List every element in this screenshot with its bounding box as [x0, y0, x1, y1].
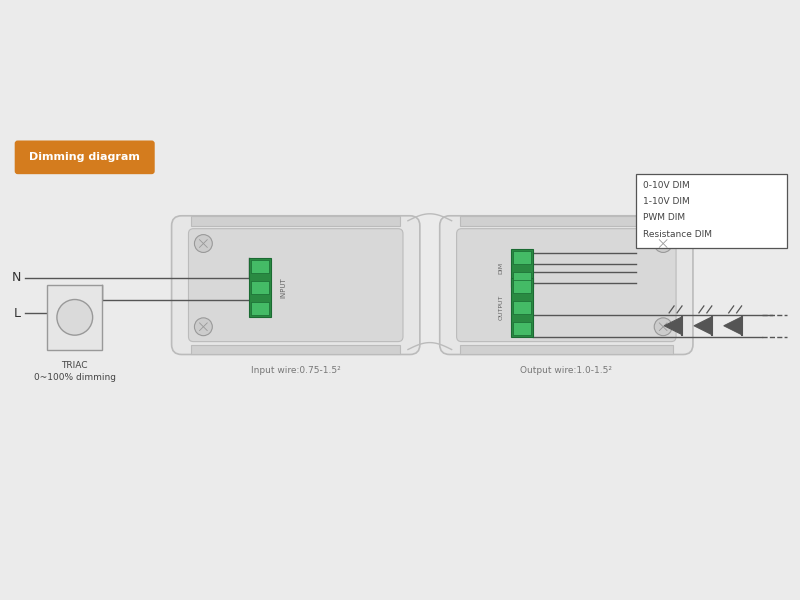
Bar: [511, 250, 533, 287]
Bar: [636, 174, 787, 248]
FancyBboxPatch shape: [171, 216, 420, 355]
Bar: [514, 301, 531, 314]
Bar: [251, 260, 269, 273]
Text: Output wire:1.0-1.5²: Output wire:1.0-1.5²: [520, 367, 612, 376]
Text: 1-10V DIM: 1-10V DIM: [643, 197, 690, 206]
Bar: [191, 216, 400, 226]
Text: 0-10V DIM: 0-10V DIM: [643, 181, 690, 190]
Circle shape: [654, 318, 672, 335]
Text: Dimming diagram: Dimming diagram: [30, 152, 140, 162]
Circle shape: [194, 235, 212, 253]
Bar: [249, 259, 271, 317]
Bar: [511, 278, 533, 337]
Text: INPUT: INPUT: [281, 277, 287, 298]
Bar: [47, 285, 102, 350]
Bar: [514, 251, 531, 265]
Text: L: L: [14, 307, 21, 320]
Bar: [459, 344, 673, 355]
Text: PWM DIM: PWM DIM: [643, 213, 686, 222]
Polygon shape: [694, 317, 712, 335]
Text: OUTPUT: OUTPUT: [498, 295, 504, 320]
Text: DIM: DIM: [498, 262, 504, 274]
Bar: [514, 280, 531, 293]
Bar: [514, 322, 531, 335]
Bar: [514, 272, 531, 285]
Text: Resistance DIM: Resistance DIM: [643, 230, 712, 239]
Circle shape: [194, 318, 212, 335]
Text: TRIAC
0~100% dimming: TRIAC 0~100% dimming: [34, 361, 116, 382]
Bar: [251, 302, 269, 315]
FancyBboxPatch shape: [14, 140, 154, 174]
Bar: [251, 281, 269, 294]
Bar: [191, 344, 400, 355]
FancyBboxPatch shape: [189, 229, 403, 341]
Polygon shape: [664, 317, 682, 335]
Text: N: N: [11, 271, 21, 284]
Circle shape: [57, 299, 93, 335]
FancyBboxPatch shape: [440, 216, 693, 355]
Text: Input wire:0.75-1.5²: Input wire:0.75-1.5²: [251, 367, 341, 376]
Polygon shape: [724, 317, 742, 335]
Circle shape: [654, 235, 672, 253]
FancyBboxPatch shape: [457, 229, 676, 341]
Bar: [459, 216, 673, 226]
